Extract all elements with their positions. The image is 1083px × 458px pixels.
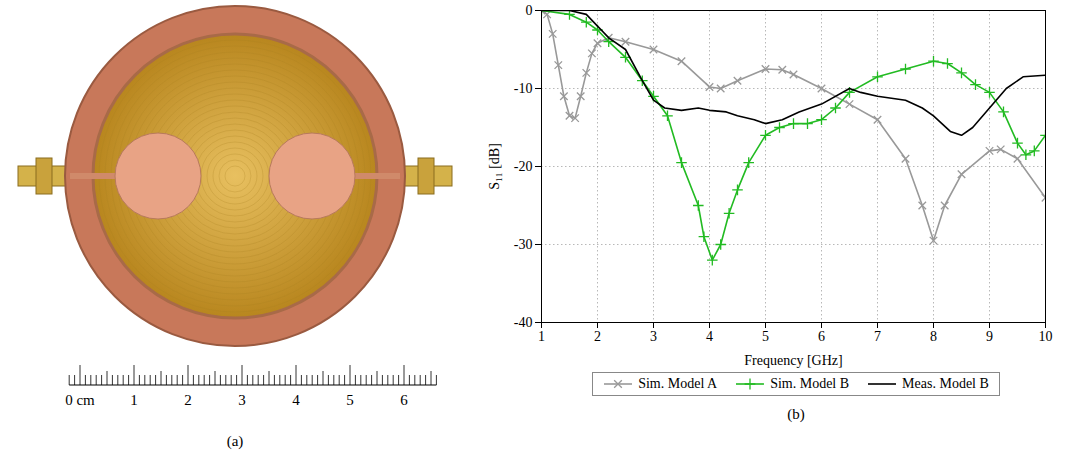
svg-text:3: 3 [238,392,246,408]
svg-text:0 cm: 0 cm [65,392,95,408]
svg-text:1: 1 [538,329,545,344]
html-text:Sim. Model A: Sim. Model A [638,376,718,391]
svg-text:6: 6 [400,392,408,408]
svg-text:3: 3 [650,329,657,344]
svg-text:8: 8 [930,329,937,344]
svg-text:(a): (a) [227,433,244,450]
svg-text:2: 2 [594,329,601,344]
svg-text:7: 7 [874,329,881,344]
html-text:Meas. Model B: Meas. Model B [902,376,989,391]
svg-text:10: 10 [1039,329,1053,344]
svg-text:6: 6 [818,329,825,344]
svg-text:1: 1 [130,392,138,408]
svg-text:-10: -10 [514,81,533,96]
svg-text:2: 2 [184,392,192,408]
html-text:(b): (b) [787,406,805,422]
svg-text:4: 4 [706,329,713,344]
svg-text:4: 4 [292,392,300,408]
svg-text:0: 0 [526,3,533,18]
svg-text:5: 5 [762,329,769,344]
html-text:Sim. Model B: Sim. Model B [770,376,850,391]
svg-text:S₁₁ [dB]: S₁₁ [dB] [487,143,502,190]
svg-text:-30: -30 [514,237,533,252]
svg-text:-40: -40 [514,315,533,330]
svg-text:5: 5 [346,392,354,408]
svg-text:-20: -20 [514,159,533,174]
svg-text:Frequency [GHz]: Frequency [GHz] [744,353,842,368]
svg-text:9: 9 [986,329,993,344]
